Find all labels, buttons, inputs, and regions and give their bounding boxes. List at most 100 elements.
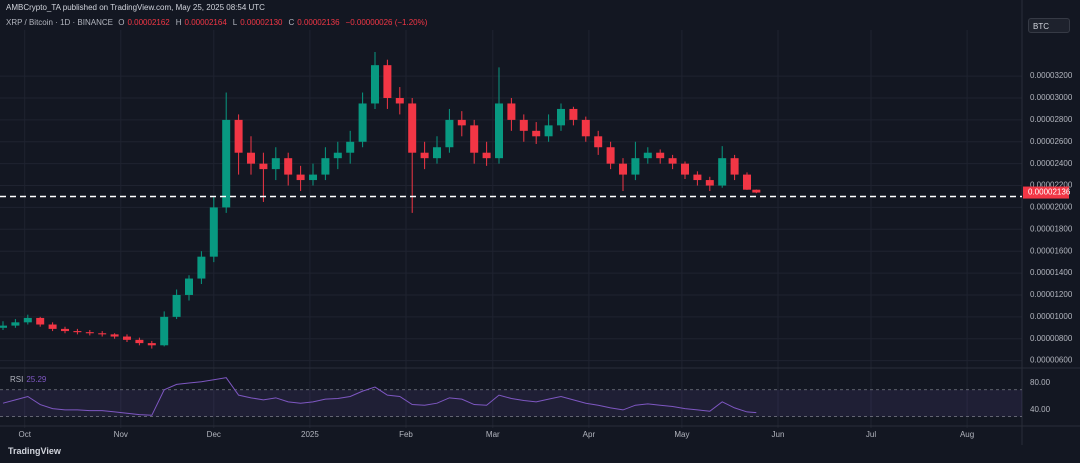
candle-body: [569, 108, 578, 120]
candle-body: [743, 174, 751, 190]
x-tick-label: 2025: [301, 430, 319, 439]
ohlc-item: L 0.00002130: [233, 18, 286, 27]
x-tick-label: Jul: [866, 430, 876, 439]
candle-body: [346, 141, 355, 153]
candle-body: [358, 103, 367, 142]
candle-body: [594, 136, 603, 148]
rsi-value: 25.29: [26, 375, 47, 384]
candle-body: [668, 158, 677, 164]
last-price-box: [1023, 186, 1069, 199]
candle-body: [656, 152, 665, 159]
candle-body: [507, 103, 516, 120]
x-tick-label: Apr: [583, 430, 596, 439]
brand: TradingView: [8, 446, 61, 456]
x-tick-label: Aug: [960, 430, 974, 439]
candle-body: [532, 130, 541, 137]
candle-body: [209, 207, 218, 257]
rsi-band: [0, 389, 1022, 417]
candle-body: [519, 119, 528, 131]
y-tick-label: 0.00000600: [1030, 356, 1073, 365]
rsi-legend: RSI 25.29: [10, 375, 49, 384]
candle-body: [197, 256, 206, 279]
y-tick-label: 0.00001800: [1030, 224, 1073, 233]
y-tick-label: 0.00001000: [1030, 312, 1073, 321]
y-tick-label: 0.00002200: [1030, 181, 1073, 190]
candle-body: [123, 336, 131, 340]
candle-body: [470, 125, 479, 153]
y-tick-label: 0.00002000: [1030, 203, 1073, 212]
candle-body: [147, 343, 156, 346]
y-tick-label: 0.00001200: [1030, 290, 1073, 299]
x-tick-label: Mar: [486, 430, 500, 439]
candle-body: [408, 103, 417, 153]
candle-body: [445, 119, 454, 148]
change: −0.00000026 (−1.20%): [345, 18, 428, 27]
candle-body: [557, 108, 565, 126]
publisher: AMBCrypto_TA published on TradingView.co…: [6, 3, 265, 12]
ohlc-label: C: [288, 18, 295, 27]
candle-body: [23, 317, 32, 323]
symbol-title: XRP / Bitcoin · 1D · BINANCE: [6, 18, 113, 27]
last-price-label: 0.00002136: [1028, 188, 1071, 197]
candle-body: [371, 65, 379, 104]
y-tick-label: 0.00003200: [1030, 71, 1073, 80]
x-tick-label: Jun: [772, 430, 785, 439]
candle-body: [185, 278, 193, 295]
candle-body: [309, 174, 317, 181]
candle-body: [705, 180, 714, 186]
candle-body: [73, 331, 82, 333]
candle-body: [581, 119, 590, 137]
ohlc-item: H 0.00002164: [176, 18, 230, 27]
ohlc-item: O 0.00002162: [118, 18, 173, 27]
candle-body: [752, 189, 761, 193]
candle-body: [482, 152, 491, 159]
candle-body: [457, 119, 466, 126]
candle-body: [85, 332, 94, 334]
candle-body: [321, 158, 330, 175]
candle-body: [333, 152, 342, 159]
x-tick-label: Dec: [207, 430, 221, 439]
y-tick-label: 0.00001400: [1030, 268, 1073, 277]
candle-body: [61, 328, 69, 332]
y-tick-label: 0.00002600: [1030, 137, 1073, 146]
ohlc-value: 0.00002130: [240, 18, 283, 27]
y-tick-label: 0.00002800: [1030, 115, 1073, 124]
candle-body: [606, 147, 615, 164]
y-tick-label: 0.00003000: [1030, 93, 1073, 102]
symbol-line: XRP / Bitcoin · 1D · BINANCE O 0.00002162…: [6, 18, 430, 27]
y-tick-label: 0.00001600: [1030, 246, 1073, 255]
candle-body: [631, 158, 640, 175]
candle-body: [730, 158, 739, 175]
rsi-title: RSI: [10, 375, 24, 384]
x-tick-label: Nov: [114, 430, 128, 439]
candle-body: [110, 334, 119, 337]
candle-body: [544, 125, 553, 137]
ohlc-value: 0.00002164: [184, 18, 227, 27]
x-tick-label: May: [674, 430, 689, 439]
candle-body: [681, 163, 689, 175]
candle-body: [48, 324, 57, 329]
currency-button[interactable]: BTC: [1028, 18, 1070, 33]
rsi-tick-label: 80.00: [1030, 378, 1051, 387]
candle-body: [0, 325, 7, 328]
ohlc-value: 0.00002162: [127, 18, 170, 27]
candle-body: [693, 174, 702, 181]
ohlc-value: 0.00002136: [297, 18, 340, 27]
candle-body: [172, 294, 181, 317]
candle-body: [395, 97, 404, 104]
rsi-line: [2, 377, 757, 416]
candle-body: [383, 65, 392, 98]
rsi-tick-label: 40.00: [1030, 405, 1051, 414]
candle-body: [98, 333, 107, 335]
candle-body: [222, 119, 231, 208]
candle-body: [643, 152, 652, 159]
x-tick-label: Oct: [18, 430, 31, 439]
ohlc-item: C 0.00002136: [289, 18, 343, 27]
candle-body: [619, 163, 627, 175]
ohlc-label: L: [232, 18, 238, 27]
candle-body: [135, 339, 144, 344]
candle-body: [495, 103, 503, 159]
candle-body: [234, 119, 243, 153]
